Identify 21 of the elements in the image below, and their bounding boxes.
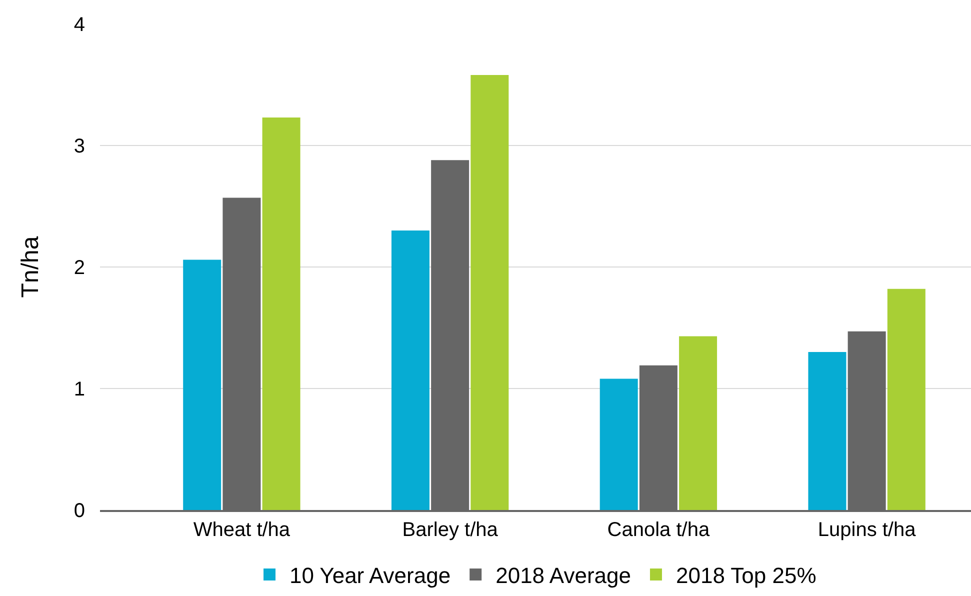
x-tick-label: Barley t/ha (402, 519, 499, 541)
x-tick-label: Lupins t/ha (818, 519, 917, 541)
y-tick-label: 0 (74, 500, 85, 522)
legend-label: 2018 Top 25% (676, 563, 816, 588)
legend-label: 2018 Average (496, 563, 631, 588)
y-axis-title: Tn/ha (16, 236, 44, 298)
bar (391, 230, 430, 510)
bar (470, 75, 509, 510)
bar (183, 260, 222, 510)
bar (808, 352, 846, 510)
bar (262, 118, 300, 510)
bar (679, 336, 718, 510)
x-tick-label: Canola t/ha (607, 519, 710, 541)
y-tick-label: 4 (74, 14, 85, 36)
y-tick-label: 1 (74, 378, 85, 400)
x-tick-label: Wheat t/ha (193, 519, 291, 541)
y-tick-label: 3 (74, 136, 85, 158)
bar (600, 378, 638, 510)
y-tick-label: 2 (74, 257, 85, 279)
legend-label: 10 Year Average (290, 563, 451, 588)
bar (887, 288, 926, 510)
